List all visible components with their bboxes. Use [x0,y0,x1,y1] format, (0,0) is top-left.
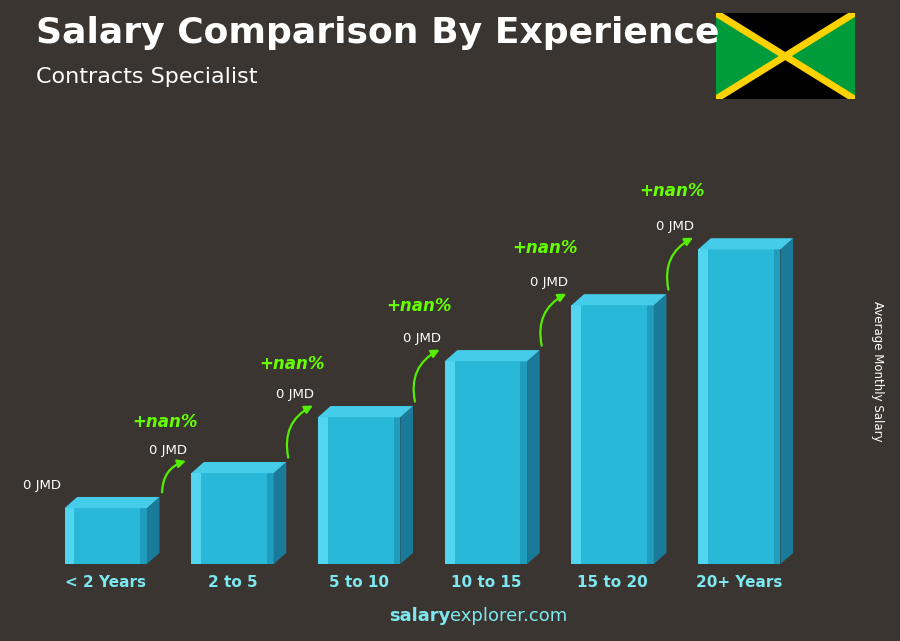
Bar [445,362,455,564]
Polygon shape [716,13,785,99]
Polygon shape [780,238,793,564]
Text: 0 JMD: 0 JMD [22,479,60,492]
Text: +nan%: +nan% [259,355,325,373]
Text: +nan%: +nan% [513,240,578,258]
Bar [698,249,780,564]
Text: Contracts Specialist: Contracts Specialist [36,67,257,87]
Bar [445,362,527,564]
Bar [140,508,147,564]
Text: +nan%: +nan% [386,297,452,315]
Polygon shape [716,13,785,99]
Polygon shape [698,238,793,249]
Bar [65,508,75,564]
Polygon shape [716,13,855,99]
Polygon shape [191,462,286,473]
Polygon shape [318,406,413,417]
Text: +nan%: +nan% [639,182,705,200]
Bar [318,417,400,564]
Text: +nan%: +nan% [132,413,198,431]
Polygon shape [147,497,159,564]
Text: 0 JMD: 0 JMD [656,220,694,233]
Text: 0 JMD: 0 JMD [276,388,314,401]
Bar [647,305,653,564]
Text: 0 JMD: 0 JMD [149,444,187,457]
Text: salary: salary [389,607,450,625]
Text: Salary Comparison By Experience: Salary Comparison By Experience [36,16,719,50]
Bar [520,362,527,564]
Text: 0 JMD: 0 JMD [403,332,441,345]
Bar [572,305,653,564]
Polygon shape [785,13,855,99]
Bar [572,305,581,564]
Bar [698,249,708,564]
Polygon shape [716,13,855,56]
Polygon shape [445,350,540,362]
Polygon shape [274,462,286,564]
Bar [393,417,400,564]
Polygon shape [527,350,540,564]
Polygon shape [785,13,855,99]
Polygon shape [716,56,855,99]
Polygon shape [653,294,666,564]
Bar [318,417,328,564]
Text: Average Monthly Salary: Average Monthly Salary [871,301,884,442]
Bar [191,473,274,564]
Polygon shape [572,294,666,305]
Text: explorer.com: explorer.com [450,607,567,625]
Text: 0 JMD: 0 JMD [529,276,568,289]
Polygon shape [400,406,413,564]
Bar [65,508,147,564]
Polygon shape [65,497,159,508]
Bar [191,473,201,564]
Bar [774,249,780,564]
Bar [267,473,274,564]
